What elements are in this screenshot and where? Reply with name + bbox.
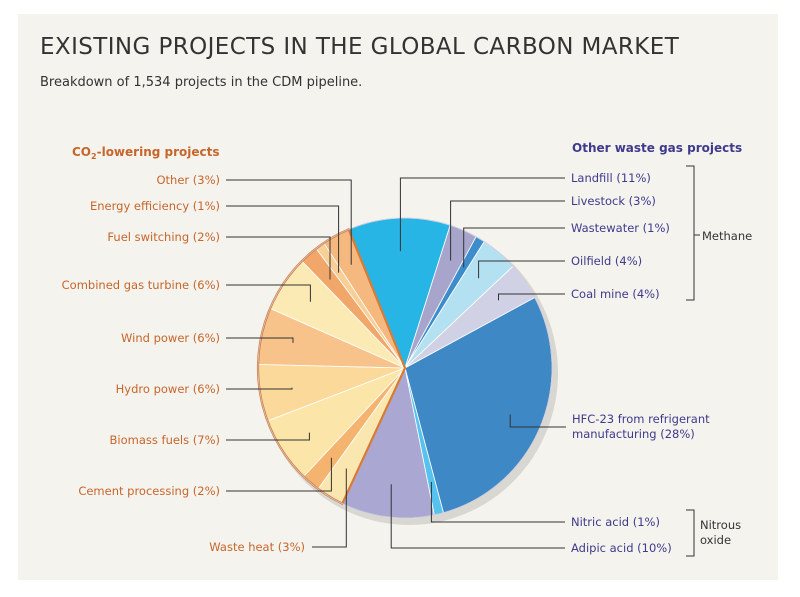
pie-rim — [257, 217, 553, 519]
methane-label: Methane — [702, 229, 752, 243]
label-landfill: Landfill (11%) — [571, 171, 651, 185]
leader-waste-heat — [312, 468, 347, 548]
label-hfc-23-from-refrigerant-manufacturing: HFC-23 from refrigerant manufacturing (28… — [572, 412, 710, 441]
waste-group-header: Other waste gas projects — [572, 141, 742, 155]
nitrous-oxide-label: Nitrous oxide — [700, 518, 741, 547]
label-waste-heat: Waste heat (3%) — [209, 540, 305, 554]
leader-other — [226, 179, 352, 265]
label-fuel-switching: Fuel switching (2%) — [107, 230, 220, 244]
leader-livestock — [450, 200, 565, 261]
label-nitric-acid: Nitric acid (1%) — [571, 515, 660, 529]
leader-oilfield — [478, 260, 565, 279]
label-wastewater: Wastewater (1%) — [571, 221, 670, 235]
nitrous-bracket — [686, 509, 695, 557]
methane-bracket — [686, 165, 695, 301]
leader-adipic-acid — [390, 484, 565, 549]
leader-hfc-23-from-refrigerant-manufacturing — [509, 414, 566, 428]
chart-title: EXISTING PROJECTS IN THE GLOBAL CARBON M… — [40, 34, 680, 60]
co2-group-header: CO2-lowering projects — [72, 145, 220, 161]
leader-combined-gas-turbine — [226, 284, 311, 302]
label-coal-mine: Coal mine (4%) — [571, 287, 660, 301]
leader-cement-processing — [226, 457, 332, 492]
label-livestock: Livestock (3%) — [571, 194, 656, 208]
leader-hydro-power — [226, 387, 293, 390]
leader-fuel-switching — [226, 236, 331, 280]
leader-coal-mine — [498, 293, 565, 301]
label-oilfield: Oilfield (4%) — [571, 254, 642, 268]
label-hydro-power: Hydro power (6%) — [116, 382, 220, 396]
label-combined-gas-turbine: Combined gas turbine (6%) — [62, 278, 220, 292]
label-energy-efficiency: Energy efficiency (1%) — [90, 199, 220, 213]
label-biomass-fuels: Biomass fuels (7%) — [110, 433, 220, 447]
label-other: Other (3%) — [156, 173, 220, 187]
label-wind-power: Wind power (6%) — [121, 331, 220, 345]
leader-energy-efficiency — [226, 205, 340, 273]
leader-wind-power — [226, 337, 294, 343]
leader-biomass-fuels — [226, 432, 310, 441]
label-cement-processing: Cement processing (2%) — [78, 484, 220, 498]
label-adipic-acid: Adipic acid (10%) — [571, 541, 672, 555]
leader-nitric-acid — [430, 481, 565, 523]
leader-landfill — [399, 177, 565, 252]
chart-subtitle: Breakdown of 1,534 projects in the CDM p… — [40, 75, 363, 90]
leader-wastewater — [463, 227, 565, 268]
